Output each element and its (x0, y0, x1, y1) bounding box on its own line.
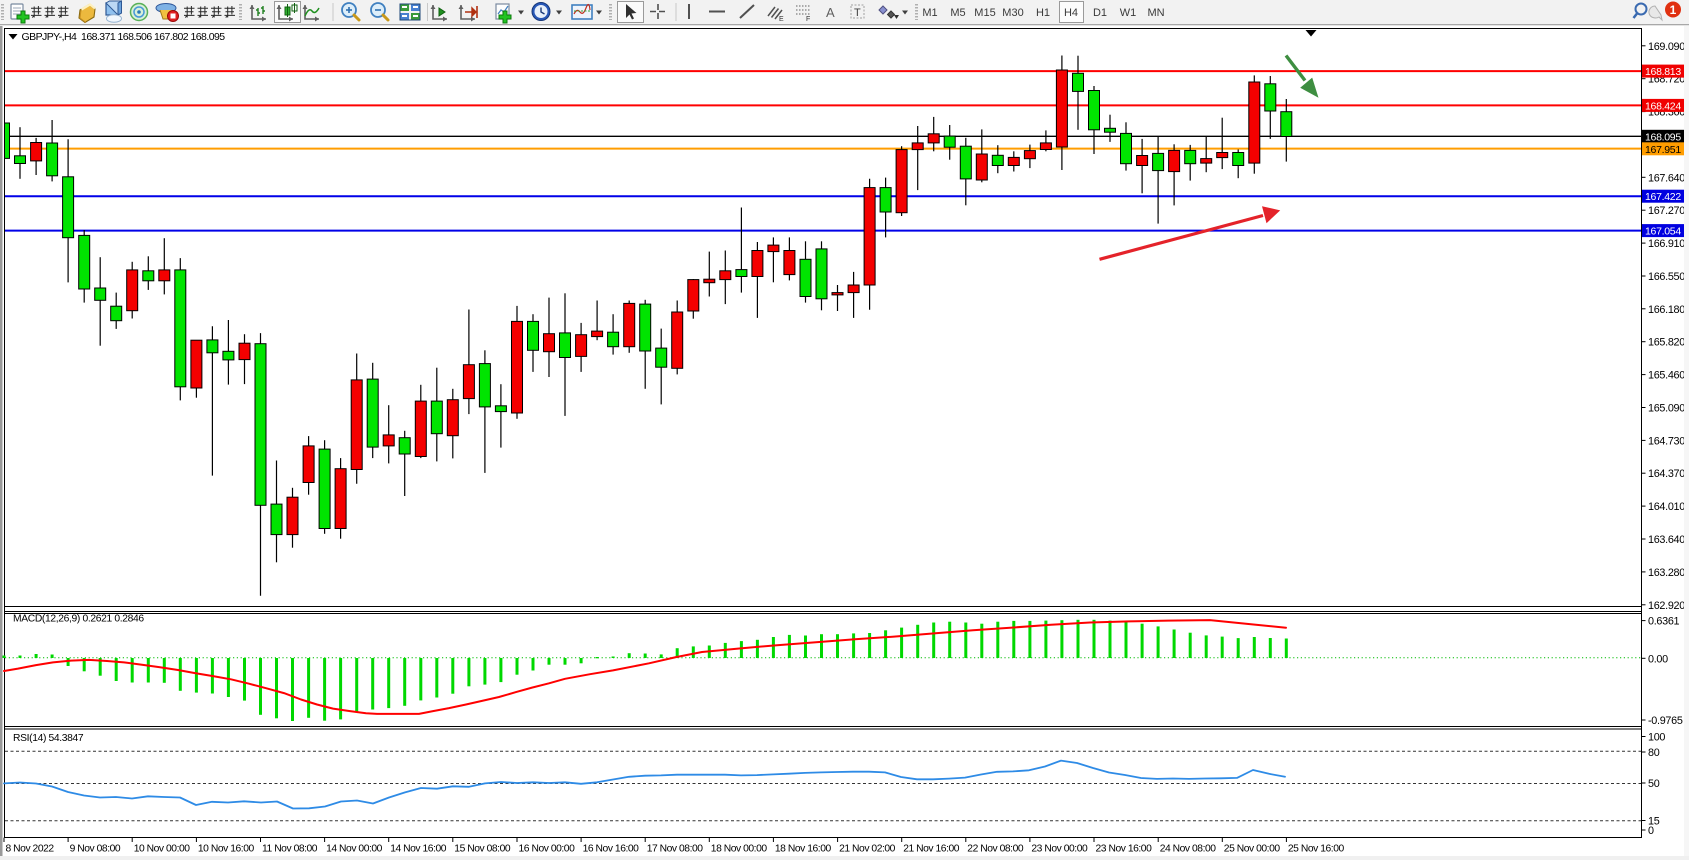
svg-text:14 Nov 00:00: 14 Nov 00:00 (326, 844, 383, 855)
svg-text:23 Nov 00:00: 23 Nov 00:00 (1031, 844, 1088, 855)
svg-text:163.280: 163.280 (1648, 567, 1685, 579)
svg-text:M30: M30 (1002, 7, 1023, 19)
svg-text:168.813: 168.813 (1645, 66, 1681, 78)
svg-text:164.730: 164.730 (1648, 435, 1685, 447)
svg-text:17 Nov 08:00: 17 Nov 08:00 (647, 844, 704, 855)
svg-text:168.424: 168.424 (1645, 100, 1681, 112)
svg-text:80: 80 (1648, 747, 1660, 759)
svg-text:10 Nov 16:00: 10 Nov 16:00 (198, 844, 255, 855)
svg-text:16 Nov 00:00: 16 Nov 00:00 (519, 844, 576, 855)
svg-text:169.090: 169.090 (1648, 41, 1685, 53)
svg-text:H4: H4 (1064, 7, 1078, 19)
svg-text:166.180: 166.180 (1648, 304, 1685, 316)
svg-text:M5: M5 (950, 7, 965, 19)
svg-text:167.270: 167.270 (1648, 205, 1685, 217)
svg-text:21 Nov 16:00: 21 Nov 16:00 (903, 844, 960, 855)
svg-text:100: 100 (1648, 732, 1665, 744)
svg-text:W1: W1 (1120, 7, 1137, 19)
svg-text:1: 1 (1670, 3, 1677, 17)
svg-text:167.951: 167.951 (1645, 144, 1681, 156)
svg-text:18 Nov 16:00: 18 Nov 16:00 (775, 844, 832, 855)
svg-text:16 Nov 16:00: 16 Nov 16:00 (583, 844, 640, 855)
svg-text:14 Nov 16:00: 14 Nov 16:00 (390, 844, 447, 855)
svg-text:15: 15 (1648, 816, 1660, 828)
svg-text:0: 0 (1648, 825, 1654, 837)
svg-text:166.910: 166.910 (1648, 238, 1685, 250)
svg-text:0.00: 0.00 (1648, 653, 1668, 665)
svg-text:167.640: 167.640 (1648, 172, 1685, 184)
svg-text:GBPJPY-,H4 168.371 168.506 16: GBPJPY-,H4 168.371 168.506 167.802 168.0… (22, 31, 226, 43)
svg-text:24 Nov 08:00: 24 Nov 08:00 (1160, 844, 1217, 855)
svg-text:164.370: 164.370 (1648, 468, 1685, 480)
svg-text:167.054: 167.054 (1645, 226, 1681, 238)
svg-text:15 Nov 08:00: 15 Nov 08:00 (454, 844, 511, 855)
svg-text:H1: H1 (1036, 7, 1050, 19)
svg-text:166.550: 166.550 (1648, 271, 1685, 283)
svg-text:MACD(12,26,9) 0.2621 0.2846: MACD(12,26,9) 0.2621 0.2846 (13, 614, 144, 625)
svg-text:23 Nov 16:00: 23 Nov 16:00 (1096, 844, 1153, 855)
svg-text:F: F (806, 16, 810, 23)
svg-text:162.920: 162.920 (1648, 600, 1685, 612)
svg-text:M15: M15 (974, 7, 995, 19)
svg-text:18 Nov 00:00: 18 Nov 00:00 (711, 844, 768, 855)
svg-text:A: A (826, 5, 835, 20)
svg-text:21 Nov 02:00: 21 Nov 02:00 (839, 844, 896, 855)
svg-text:163.640: 163.640 (1648, 534, 1685, 546)
svg-text:8 Nov 2022: 8 Nov 2022 (6, 844, 55, 855)
svg-text:165.460: 165.460 (1648, 370, 1685, 382)
svg-text:11 Nov 08:00: 11 Nov 08:00 (262, 844, 318, 855)
svg-text:10 Nov 00:00: 10 Nov 00:00 (134, 844, 191, 855)
svg-text:165.090: 165.090 (1648, 403, 1685, 415)
svg-text:25 Nov 16:00: 25 Nov 16:00 (1288, 844, 1345, 855)
svg-text:D1: D1 (1093, 7, 1107, 19)
svg-text:M1: M1 (922, 7, 937, 19)
svg-text:E: E (779, 16, 784, 23)
svg-text:25 Nov 00:00: 25 Nov 00:00 (1224, 844, 1281, 855)
svg-text:MN: MN (1147, 7, 1164, 19)
svg-text:22 Nov 08:00: 22 Nov 08:00 (967, 844, 1024, 855)
svg-text:0.6361: 0.6361 (1648, 616, 1680, 628)
svg-text:9 Nov 08:00: 9 Nov 08:00 (70, 844, 121, 855)
svg-text:165.820: 165.820 (1648, 337, 1685, 349)
svg-text:164.010: 164.010 (1648, 501, 1685, 513)
svg-text:168.095: 168.095 (1645, 131, 1681, 143)
svg-text:167.422: 167.422 (1645, 191, 1681, 203)
svg-text:-0.9765: -0.9765 (1648, 715, 1683, 727)
svg-text:RSI(14) 54.3847: RSI(14) 54.3847 (13, 733, 84, 744)
svg-text:T: T (854, 7, 861, 19)
svg-text:50: 50 (1648, 778, 1660, 790)
